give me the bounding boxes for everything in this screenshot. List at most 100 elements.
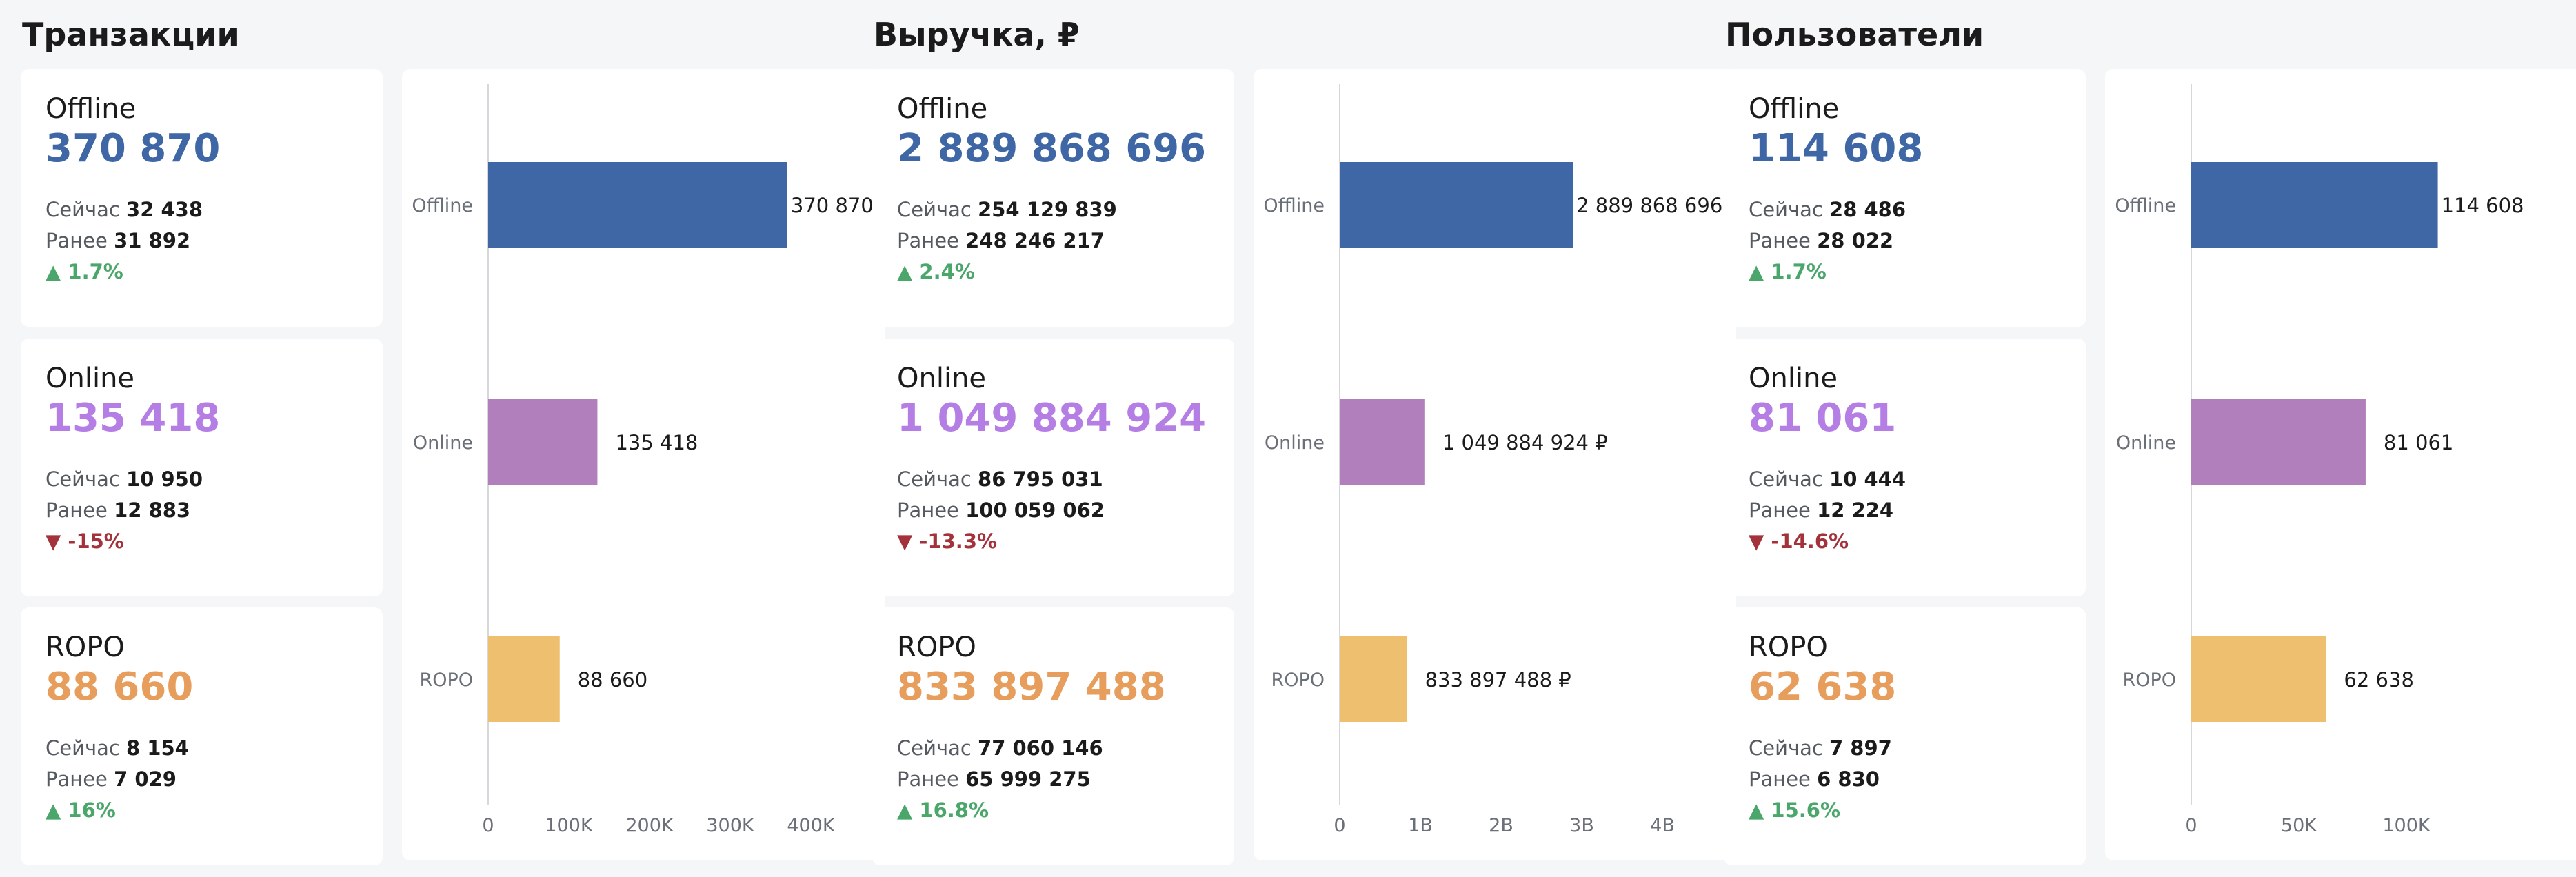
triangle-up-icon: ▲ (46, 798, 68, 822)
metric-card-online: Online 1 049 884 924 Сейчас 86 795 031 Ране… (872, 339, 1234, 596)
current-period-label: Сейчас (46, 467, 120, 491)
category-label: Offline (412, 195, 473, 216)
bar-value-label: 370 870 (791, 194, 874, 217)
current-period-row: Сейчас 7 897 (1749, 734, 1892, 762)
current-period-label: Сейчас (897, 198, 972, 221)
bar-value-label: 2 889 868 696 ₽ (1576, 194, 1736, 217)
current-period-value: 7 897 (1829, 736, 1892, 760)
change-percent-value: 1.7% (68, 260, 123, 283)
current-period-value: 86 795 031 (978, 467, 1103, 491)
previous-period-value: 100 059 062 (965, 498, 1105, 522)
category-label: Online (1265, 432, 1325, 454)
change-percent-value: -13.3% (919, 530, 998, 553)
bar-value-label: 135 418 (615, 431, 698, 454)
card-total-value: 2 889 868 696 (897, 126, 1207, 171)
previous-period-label: Ранее (46, 498, 108, 522)
change-percent: ▼ -13.3% (897, 527, 997, 555)
category-label: ROPO (1271, 669, 1325, 691)
previous-period-value: 31 892 (114, 229, 191, 252)
previous-period-label: Ранее (897, 767, 959, 791)
bar-offline[interactable] (1340, 162, 1573, 248)
change-percent: ▲ 16% (46, 796, 116, 824)
x-tick-label: 1B (1408, 815, 1433, 836)
x-tick-label: 300K (706, 815, 755, 836)
previous-period-label: Ранее (46, 229, 108, 252)
previous-period-row: Ранее 100 059 062 (897, 496, 1105, 524)
change-percent-value: -15% (68, 530, 124, 553)
bar-online[interactable] (488, 399, 598, 485)
triangle-down-icon: ▼ (897, 530, 920, 553)
bar-offline[interactable] (2191, 162, 2438, 248)
previous-period-label: Ранее (1749, 498, 1811, 522)
card-title: ROPO (1749, 632, 1828, 663)
previous-period-row: Ранее 12 224 (1749, 496, 1893, 524)
bar-offline[interactable] (488, 162, 787, 248)
previous-period-value: 12 883 (114, 498, 191, 522)
bar-value-label: 62 638 (2344, 668, 2413, 692)
previous-period-value: 28 022 (1817, 229, 1894, 252)
bar-online[interactable] (1340, 399, 1425, 485)
previous-period-value: 65 999 275 (965, 767, 1091, 791)
previous-period-value: 12 224 (1817, 498, 1894, 522)
card-total-value: 88 660 (46, 665, 194, 709)
current-period-label: Сейчас (46, 736, 120, 760)
previous-period-label: Ранее (1749, 229, 1811, 252)
card-total-value: 833 897 488 (897, 665, 1166, 709)
card-title: Offline (897, 93, 988, 125)
section-3: Пользователи Offline 114 608 Сейчас 28 486 Р… (1724, 0, 2576, 877)
section-title: Выручка, ₽ (874, 16, 1080, 53)
category-label: Offline (2115, 195, 2176, 216)
x-tick-label: 0 (2185, 815, 2197, 836)
triangle-up-icon: ▲ (897, 798, 920, 822)
previous-period-value: 6 830 (1817, 767, 1880, 791)
triangle-down-icon: ▼ (1749, 530, 1771, 553)
bar-chart-svg: Offline 114 608 Online 81 061 ROPO 62 638 0 50K… (2115, 84, 2524, 836)
current-period-row: Сейчас 32 438 (46, 196, 203, 223)
previous-period-row: Ранее 28 022 (1749, 227, 1893, 254)
section-title: Пользователи (1725, 16, 1984, 53)
triangle-up-icon: ▲ (1749, 798, 1771, 822)
bar-ropo[interactable] (488, 636, 560, 722)
x-tick-label: 100K (545, 815, 594, 836)
card-title: Online (46, 363, 135, 394)
change-percent: ▲ 1.7% (1749, 258, 1827, 285)
x-tick-label: 0 (482, 815, 494, 836)
previous-period-row: Ранее 31 892 (46, 227, 190, 254)
change-percent-value: 1.7% (1771, 260, 1827, 283)
category-label: ROPO (2122, 669, 2176, 691)
bar-ropo[interactable] (2191, 636, 2326, 722)
previous-period-row: Ранее 248 246 217 (897, 227, 1105, 254)
previous-period-value: 7 029 (114, 767, 177, 791)
change-percent: ▲ 2.4% (897, 258, 975, 285)
triangle-down-icon: ▼ (46, 530, 68, 553)
bar-value-label: 833 897 488 ₽ (1425, 668, 1571, 692)
bar-chart-1: Offline 370 870 Online 135 418 ROPO 88 660 0 10… (402, 69, 885, 860)
current-period-value: 28 486 (1829, 198, 1906, 221)
change-percent-value: 16% (68, 798, 116, 822)
bar-value-label: 114 608 (2442, 194, 2524, 217)
change-percent-value: 16.8% (919, 798, 989, 822)
change-percent-value: -14.6% (1771, 530, 1849, 553)
current-period-label: Сейчас (1749, 198, 1823, 221)
section-2: Выручка, ₽ Offline 2 889 868 696 Сейчас 254… (872, 0, 1736, 877)
card-total-value: 81 061 (1749, 396, 1897, 441)
metric-card-offline: Offline 2 889 868 696 Сейчас 254 129 839 Ра… (872, 69, 1234, 327)
category-label: Online (413, 432, 473, 454)
change-percent: ▼ -15% (46, 527, 124, 555)
bar-online[interactable] (2191, 399, 2366, 485)
section-1: Транзакции Offline 370 870 Сейчас 32 438 Ран… (21, 0, 885, 877)
bar-value-label: 88 660 (578, 668, 647, 692)
previous-period-label: Ранее (897, 498, 959, 522)
metric-card-online: Online 81 061 Сейчас 10 444 Ранее 12 224 ▼ -… (1724, 339, 2086, 596)
card-title: Online (1749, 363, 1838, 394)
card-total-value: 370 870 (46, 126, 221, 171)
change-percent-value: 15.6% (1771, 798, 1841, 822)
card-title: Offline (1749, 93, 1840, 125)
triangle-up-icon: ▲ (1749, 260, 1771, 283)
card-total-value: 135 418 (46, 396, 221, 441)
metric-card-ropo: ROPO 88 660 Сейчас 8 154 Ранее 7 029 ▲ 16% (21, 607, 383, 865)
previous-period-value: 248 246 217 (965, 229, 1105, 252)
x-tick-label: 50K (2281, 815, 2317, 836)
x-tick-label: 100K (2382, 815, 2431, 836)
bar-ropo[interactable] (1340, 636, 1407, 722)
